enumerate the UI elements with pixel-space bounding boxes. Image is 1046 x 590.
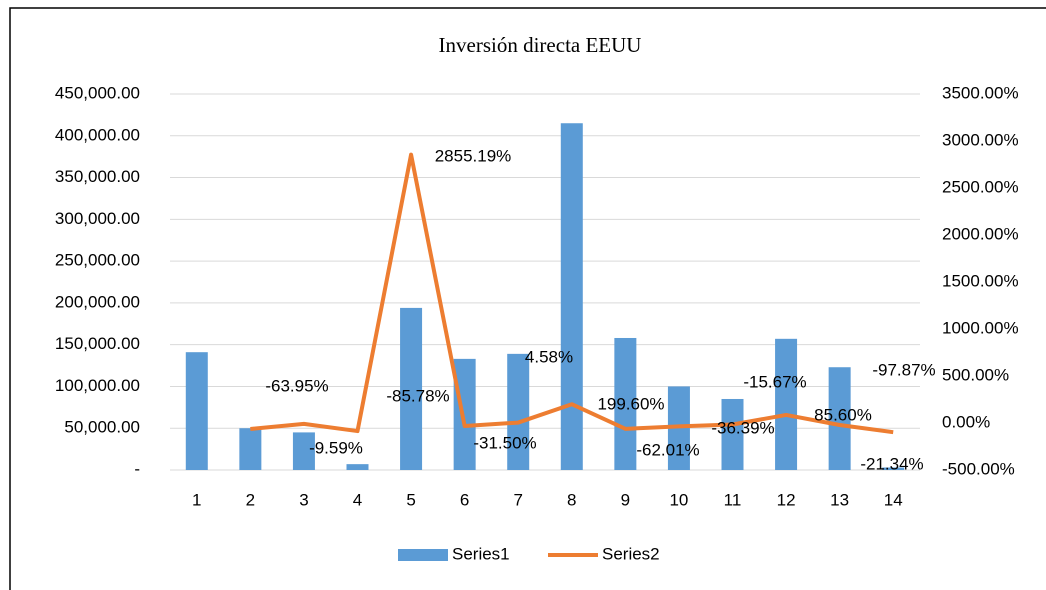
chart-border xyxy=(9,7,1046,590)
x-tick-label: 4 xyxy=(353,490,362,509)
data-label: -15.67% xyxy=(743,372,806,391)
data-label: -85.78% xyxy=(386,386,449,405)
y-tick-label: 150,000.00 xyxy=(55,334,140,353)
x-tick-label: 13 xyxy=(830,490,849,509)
bar xyxy=(614,337,637,470)
y-tick-label: - xyxy=(134,459,140,478)
y-tick-label: 250,000.00 xyxy=(55,251,140,270)
y2-tick-label: 2500.00% xyxy=(942,177,1019,196)
data-label: -31.50% xyxy=(473,433,536,452)
y-tick-label: 450,000.00 xyxy=(55,83,140,102)
x-tick-label: 8 xyxy=(567,490,576,509)
y2-tick-label: 3000.00% xyxy=(942,130,1019,149)
bar xyxy=(453,358,476,470)
bar xyxy=(400,307,423,470)
data-label: 2855.19% xyxy=(435,146,512,165)
bar xyxy=(560,123,583,470)
legend-swatch xyxy=(398,549,448,561)
x-tick-label: 3 xyxy=(299,490,308,509)
data-label: -62.01% xyxy=(636,440,699,459)
x-tick-label: 11 xyxy=(724,490,742,509)
bar xyxy=(775,338,798,470)
x-tick-label: 6 xyxy=(460,490,469,509)
data-label: 199.60% xyxy=(597,394,664,413)
x-tick-label: 10 xyxy=(669,490,688,509)
data-label: 85.60% xyxy=(814,405,872,424)
bar xyxy=(882,467,905,470)
y-tick-label: 50,000.00 xyxy=(64,418,140,437)
y-tick-label: 350,000.00 xyxy=(55,167,140,186)
bar xyxy=(292,432,315,470)
x-tick-label: 9 xyxy=(621,490,630,509)
y-tick-label: 400,000.00 xyxy=(55,125,140,144)
data-label: -36.39% xyxy=(711,418,774,437)
data-label: -63.95% xyxy=(265,376,328,395)
y-tick-label: 100,000.00 xyxy=(55,376,140,395)
chart-title: Inversión directa EEUU xyxy=(439,33,642,57)
y2-tick-label: 2000.00% xyxy=(942,224,1019,243)
x-tick-label: 1 xyxy=(192,490,201,509)
x-tick-label: 7 xyxy=(513,490,522,509)
legend-label: Series2 xyxy=(602,544,660,563)
bar xyxy=(346,464,369,470)
bar xyxy=(828,367,851,470)
data-label: -9.59% xyxy=(309,438,363,457)
y2-tick-label: 500.00% xyxy=(942,365,1009,384)
y2-tick-label: 1000.00% xyxy=(942,318,1019,337)
y-tick-label: 200,000.00 xyxy=(55,292,140,311)
y-tick-label: 300,000.00 xyxy=(55,209,140,228)
data-label: -97.87% xyxy=(872,360,935,379)
x-tick-label: 12 xyxy=(777,490,796,509)
y2-tick-label: 1500.00% xyxy=(942,271,1019,290)
data-label: -21.34% xyxy=(860,454,923,473)
line xyxy=(250,152,894,435)
bar xyxy=(185,352,208,470)
y2-tick-label: 0.00% xyxy=(942,412,990,431)
bar xyxy=(507,353,530,470)
y2-tick-label: 3500.00% xyxy=(942,83,1019,102)
x-tick-label: 14 xyxy=(884,490,903,509)
legend-label: Series1 xyxy=(452,544,510,563)
x-tick-label: 5 xyxy=(406,490,415,509)
x-tick-label: 2 xyxy=(246,490,255,509)
data-label: 4.58% xyxy=(525,347,573,366)
y2-tick-label: -500.00% xyxy=(942,459,1015,478)
bar xyxy=(721,398,744,470)
bar xyxy=(239,428,262,470)
